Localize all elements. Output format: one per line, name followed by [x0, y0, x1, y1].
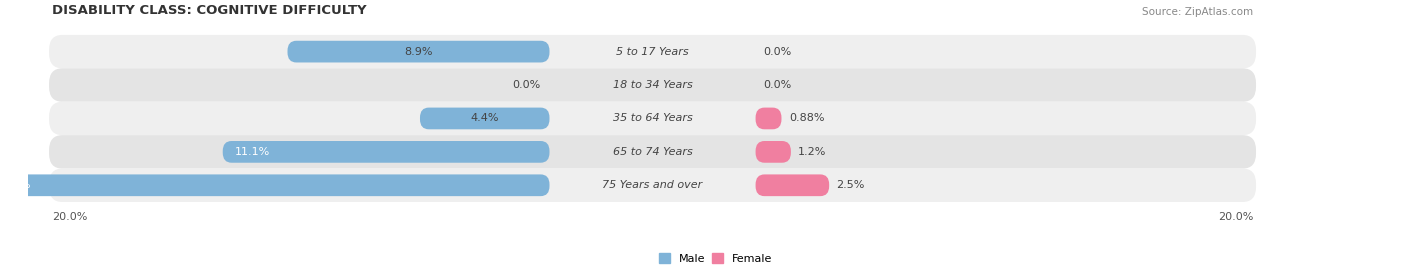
Text: 20.0%: 20.0%	[52, 212, 87, 222]
Text: 20.0%: 20.0%	[1218, 212, 1253, 222]
FancyBboxPatch shape	[755, 141, 792, 163]
FancyBboxPatch shape	[49, 35, 1256, 68]
Text: 18 to 34 Years: 18 to 34 Years	[613, 80, 692, 90]
Text: Source: ZipAtlas.com: Source: ZipAtlas.com	[1142, 6, 1253, 17]
FancyBboxPatch shape	[755, 174, 830, 196]
Text: 2.5%: 2.5%	[837, 180, 865, 190]
Text: 19.2%: 19.2%	[0, 180, 31, 190]
Text: 35 to 64 Years: 35 to 64 Years	[613, 113, 692, 124]
FancyBboxPatch shape	[49, 68, 1256, 102]
Text: 65 to 74 Years: 65 to 74 Years	[613, 147, 692, 157]
Text: DISABILITY CLASS: COGNITIVE DIFFICULTY: DISABILITY CLASS: COGNITIVE DIFFICULTY	[52, 3, 367, 17]
FancyBboxPatch shape	[287, 41, 550, 62]
FancyBboxPatch shape	[222, 141, 550, 163]
FancyBboxPatch shape	[49, 169, 1256, 202]
Legend: Male, Female: Male, Female	[655, 249, 778, 268]
Text: 11.1%: 11.1%	[235, 147, 270, 157]
FancyBboxPatch shape	[49, 135, 1256, 169]
Text: 5 to 17 Years: 5 to 17 Years	[616, 47, 689, 57]
Text: 8.9%: 8.9%	[405, 47, 433, 57]
Text: 0.0%: 0.0%	[763, 47, 792, 57]
FancyBboxPatch shape	[420, 107, 550, 129]
Text: 0.0%: 0.0%	[512, 80, 541, 90]
Text: 0.0%: 0.0%	[763, 80, 792, 90]
Text: 0.88%: 0.88%	[789, 113, 824, 124]
FancyBboxPatch shape	[0, 174, 550, 196]
FancyBboxPatch shape	[49, 102, 1256, 135]
Text: 75 Years and over: 75 Years and over	[602, 180, 703, 190]
Text: 4.4%: 4.4%	[471, 113, 499, 124]
Text: 1.2%: 1.2%	[799, 147, 827, 157]
FancyBboxPatch shape	[755, 107, 782, 129]
